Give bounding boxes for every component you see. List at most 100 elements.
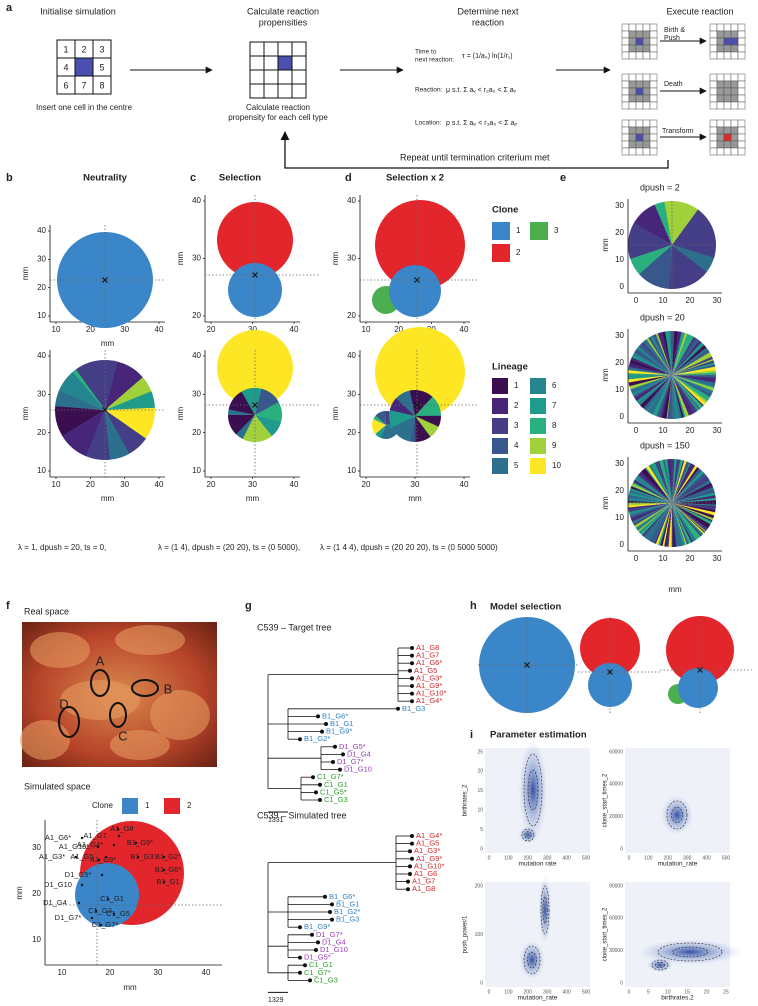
lineage-wedge: [648, 375, 672, 415]
legend-label: 1: [514, 381, 519, 390]
centre-mark: [252, 402, 258, 408]
x-tick-label: 30: [411, 480, 420, 489]
centre-mark: [697, 667, 703, 673]
panel-title: Neutrality: [83, 173, 128, 184]
loop-label: Repeat until termination criterium met: [400, 152, 550, 162]
lineage-wedge: [672, 364, 716, 375]
lineage-wedge: [639, 471, 672, 503]
y-tick-label: 0: [620, 540, 625, 549]
x-axis-title: mm: [668, 585, 682, 594]
legend-swatch: [164, 798, 180, 814]
mini-grid: [628, 133, 637, 142]
lineage-wedge: [415, 396, 442, 417]
y-tick-label: 0: [620, 282, 625, 291]
leaf-label: A1_G4*: [416, 696, 442, 705]
y-tick-label: 30: [32, 843, 41, 852]
mini-grid: [642, 147, 651, 156]
x-tick-label: 0: [634, 426, 639, 435]
equation-label: next reaction:: [415, 57, 454, 64]
lineage-wedge: [415, 416, 439, 437]
y-axis-title: mm: [21, 407, 30, 421]
mini-grid: [635, 80, 644, 89]
lineage-wedge: [672, 375, 695, 415]
x-tick-label: 20: [86, 325, 95, 334]
lineage-wedge: [645, 467, 672, 503]
leaf-label: D1_G7*: [337, 757, 364, 766]
y-tick-label: 30: [37, 389, 46, 398]
lineage-wedge: [75, 359, 109, 410]
grid-cell: [291, 69, 307, 85]
tree-leaf: [318, 798, 322, 802]
mini-grid: [642, 133, 651, 142]
mini-grid: [642, 94, 651, 103]
lineage-wedge: [672, 375, 710, 402]
lineage-wedge: [637, 375, 672, 406]
mini-grid: [723, 87, 732, 96]
x-tick-label: 200: [524, 855, 533, 861]
lineage-wedge: [672, 465, 698, 503]
x-tick-label: 100: [504, 989, 513, 995]
mini-grid: [635, 133, 644, 142]
tree-leaf: [410, 691, 414, 696]
lineage-wedge: [664, 201, 699, 245]
lineage-wedge: [672, 375, 679, 419]
x-tick-label: 0: [634, 296, 639, 305]
caption: propensity for each cell type: [228, 113, 328, 122]
mini-grid: [716, 101, 725, 110]
tree-leaf: [330, 917, 334, 922]
lineage-wedge: [672, 358, 714, 375]
y-tick-label: 30: [615, 459, 624, 468]
lineage-wedge: [638, 245, 672, 289]
density: [538, 876, 552, 944]
lineage-wedge: [672, 347, 709, 375]
step-title: Determine next: [457, 6, 519, 16]
leaf-label: A1_G8: [412, 884, 435, 893]
y-tick-label: 10: [477, 808, 483, 814]
panel-letter: i: [470, 729, 473, 741]
x-tick-label: 10: [362, 325, 371, 334]
mini-grid: [709, 23, 718, 32]
density: [638, 939, 742, 965]
mini-grid: [621, 140, 630, 149]
lineage-wedge: [629, 375, 672, 390]
lineage-wedge: [637, 473, 672, 503]
lineage-wedge: [628, 503, 672, 513]
lineage-wedge: [630, 503, 672, 522]
contour: [655, 961, 665, 969]
lineage-wedge: [648, 464, 672, 503]
lineage-wedge: [672, 336, 697, 375]
lineage-wedge: [644, 503, 672, 539]
lineage-wedge: [672, 503, 706, 534]
mini-grid: [723, 44, 732, 53]
mini-grid: [628, 30, 637, 39]
mini-grid: [716, 80, 725, 89]
tree-leaf: [324, 722, 328, 726]
x-axis-title: mm: [246, 494, 260, 503]
lineage-wedge: [672, 375, 700, 411]
lineage-wedge: [663, 459, 672, 503]
lineage-wedge: [672, 366, 716, 375]
y-tick-label: 30000: [609, 948, 623, 954]
mini-grid: [635, 94, 644, 103]
leaf-label: A1_G7: [412, 877, 435, 886]
tree-leaf: [331, 760, 335, 764]
lineage-wedge: [636, 345, 672, 375]
lineage-wedge: [672, 470, 705, 503]
lineage-wedge: [632, 503, 672, 524]
y-tick-label: 40: [347, 351, 356, 360]
mini-grid: [737, 80, 746, 89]
mini-grid: [716, 73, 725, 82]
centre-mark: [414, 277, 420, 283]
x-tick-label: 500: [722, 855, 731, 861]
leaf-label: B1_G9*: [304, 922, 330, 931]
tree-leaf: [410, 646, 414, 650]
cell-label: B1_G9*: [127, 838, 153, 847]
mini-grid: [635, 44, 644, 53]
lineage-wedge: [381, 411, 386, 425]
lineage-wedge: [672, 503, 680, 547]
contour: [527, 951, 537, 968]
mini-grid: [737, 147, 746, 156]
leaf-label: A1_G8: [416, 643, 439, 652]
mini-grid: [730, 30, 739, 39]
